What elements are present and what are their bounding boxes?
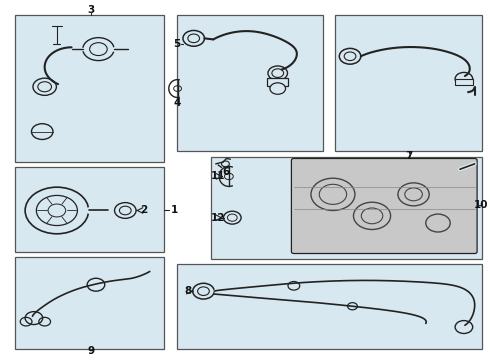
Text: 3: 3 — [87, 5, 95, 15]
Text: 12: 12 — [210, 213, 225, 222]
Text: 7: 7 — [405, 150, 413, 161]
Bar — [15, 257, 164, 348]
Bar — [211, 157, 482, 259]
Bar — [267, 78, 289, 86]
Circle shape — [270, 83, 286, 94]
FancyBboxPatch shape — [292, 158, 477, 253]
Text: 2: 2 — [140, 206, 147, 216]
Text: 8: 8 — [185, 286, 192, 296]
Text: 5: 5 — [173, 39, 180, 49]
Bar — [176, 264, 482, 348]
Text: 11: 11 — [211, 171, 225, 181]
Text: 10: 10 — [473, 200, 488, 210]
Text: 4: 4 — [174, 98, 181, 108]
Bar — [15, 15, 164, 162]
Bar — [455, 79, 473, 85]
Text: 6: 6 — [223, 167, 230, 177]
Bar — [176, 15, 323, 151]
Bar — [15, 167, 164, 252]
Bar — [335, 15, 482, 151]
Text: 1: 1 — [171, 206, 178, 216]
Text: 9: 9 — [88, 346, 95, 356]
